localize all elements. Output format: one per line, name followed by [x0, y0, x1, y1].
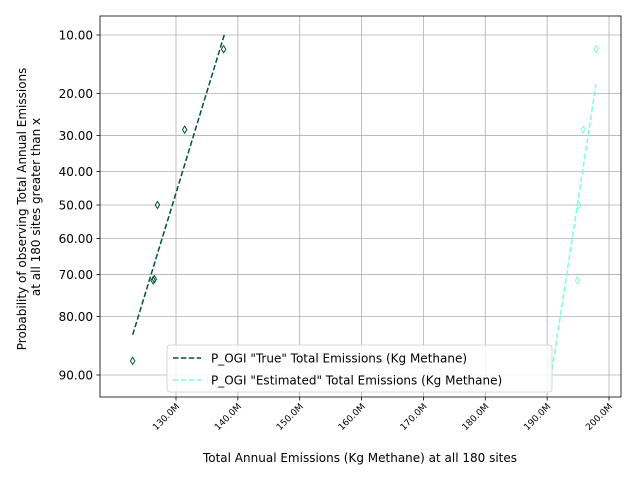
y-tick-label: 50.00 — [59, 199, 93, 213]
series-1-point — [575, 200, 582, 210]
legend-label-true: P_OGI "True" Total Emissions (Kg Methane… — [211, 352, 467, 366]
series-1 — [546, 44, 599, 386]
y-tick-label: 80.00 — [59, 310, 93, 324]
series-1-point — [593, 44, 599, 54]
y-tick-label: 40.00 — [59, 165, 93, 179]
y-axis-label: Probability of observing Total Annual Em… — [15, 64, 43, 350]
series-0-fit-line — [131, 34, 225, 335]
series-0-point — [151, 274, 158, 284]
series-1-point — [574, 275, 581, 285]
y-axis-label-line-2: at all 180 sites greater than x — [29, 118, 43, 296]
legend: P_OGI "True" Total Emissions (Kg Methane… — [166, 344, 553, 393]
series-1-fit-line — [548, 83, 597, 386]
plot-frame — [99, 15, 622, 398]
x-axis-label: Total Annual Emissions (Kg Methane) at a… — [202, 451, 517, 465]
y-axis-label-line-1: Probability of observing Total Annual Em… — [15, 68, 29, 351]
y-tick-label: 20.00 — [59, 87, 93, 101]
series-layer — [129, 34, 599, 386]
y-tick-label: 90.00 — [59, 369, 93, 383]
legend-box — [166, 344, 553, 393]
y-tick-label: 60.00 — [59, 232, 93, 246]
y-tick-label: 70.00 — [59, 268, 93, 282]
series-0-point — [129, 356, 136, 366]
series-0-point — [181, 125, 188, 135]
series-0 — [129, 34, 227, 366]
series-1-point — [580, 125, 586, 135]
y-tick-label: 10.00 — [59, 29, 93, 43]
series-0-point — [220, 44, 227, 54]
grid — [100, 16, 621, 397]
legend-label-estimated: P_OGI "Estimated" Total Emissions (Kg Me… — [211, 374, 502, 388]
y-tick-label: 30.00 — [59, 129, 93, 143]
series-0-point — [154, 200, 161, 210]
